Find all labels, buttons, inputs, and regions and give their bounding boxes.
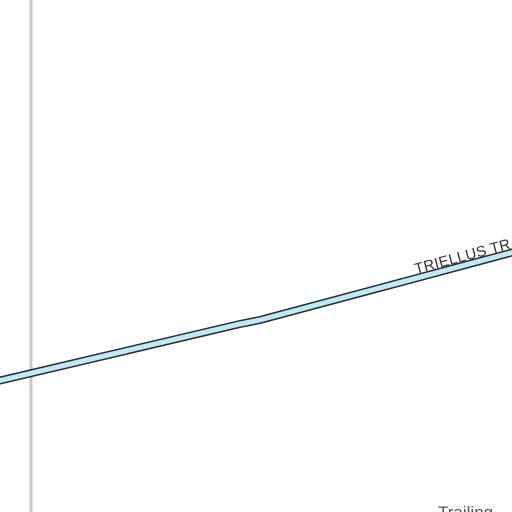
road-fill[interactable] bbox=[0, 249, 512, 384]
place-label: Trailing bbox=[438, 503, 493, 512]
